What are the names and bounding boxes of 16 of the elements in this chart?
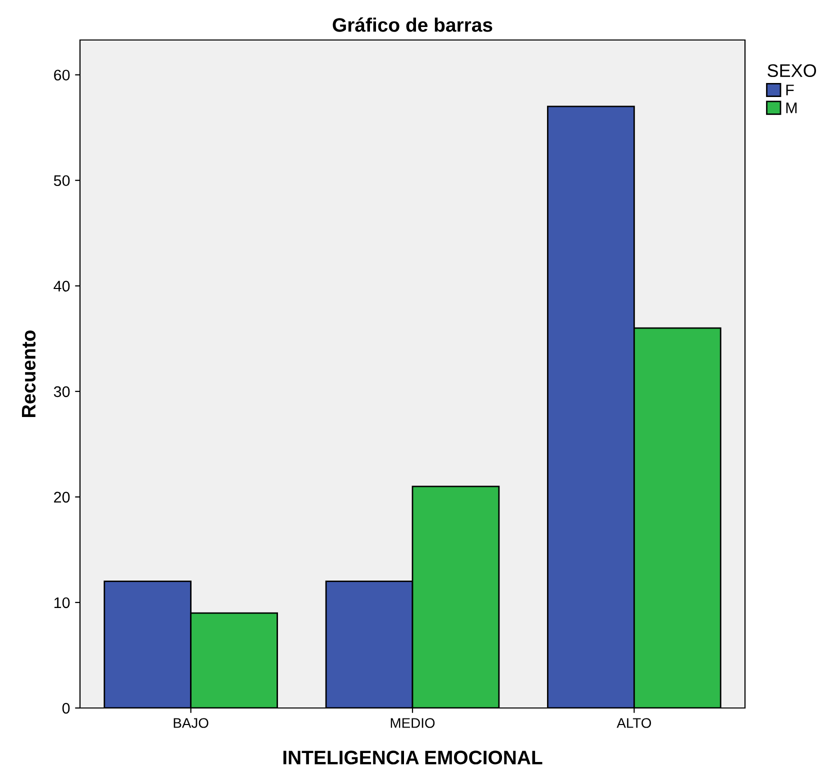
y-tick-label: 60 [54, 70, 70, 81]
y-tick-label: 0 [62, 702, 70, 714]
chart-title: Gráfico de barras [332, 17, 492, 32]
x-tick-label: ALTO [616, 718, 652, 728]
legend-label: F [786, 84, 794, 96]
y-axis-title: Recuento [22, 330, 36, 417]
y-tick-label: 10 [54, 597, 70, 608]
y-tick-label: 20 [54, 492, 70, 503]
x-tick-label: MEDIO [390, 718, 435, 728]
x-axis-title: INTELIGENCIA EMOCIONAL [283, 750, 542, 764]
y-tick-label: 50 [54, 175, 70, 186]
legend-title: SEXO [768, 64, 816, 78]
y-tick-label: 30 [54, 386, 70, 398]
y-tick-label: 40 [54, 280, 70, 292]
legend-label: M [786, 102, 797, 114]
x-tick-label: BAJO [174, 718, 208, 728]
